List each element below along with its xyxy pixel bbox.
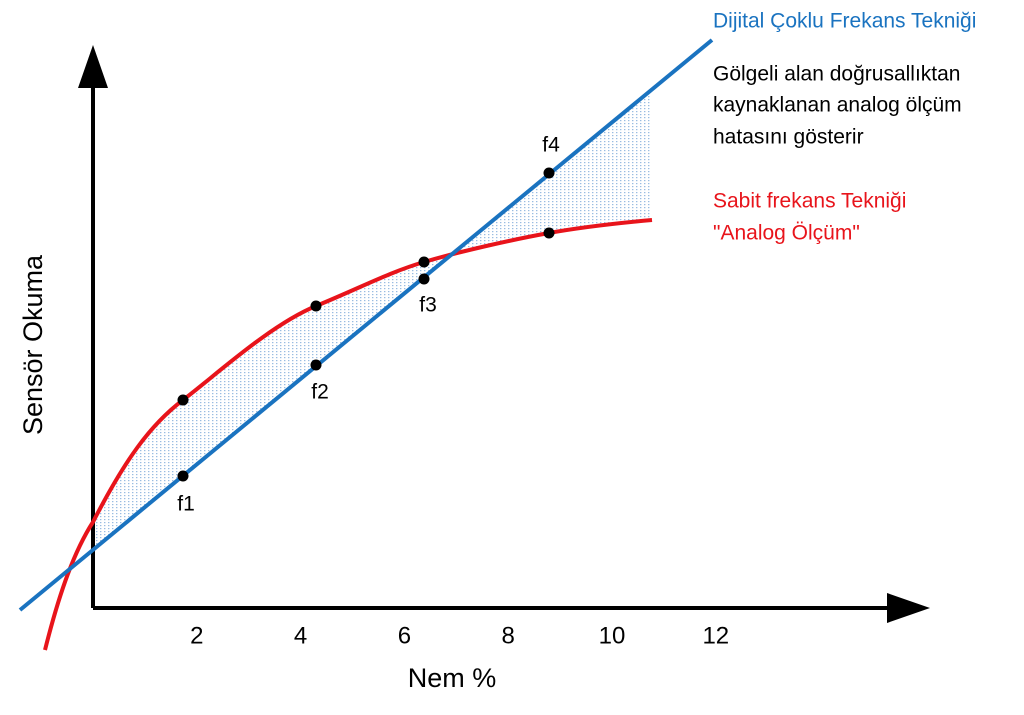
- digital-legend: Dijital Çoklu Frekans Tekniği: [713, 10, 976, 33]
- x-tick-label: 4: [294, 622, 307, 649]
- point-label: f3: [419, 294, 437, 317]
- y-axis-label: Sensör Okuma: [18, 254, 48, 435]
- dot: [543, 167, 555, 179]
- dot: [177, 394, 189, 406]
- point-label: f1: [177, 493, 195, 516]
- x-tick-label: 10: [599, 622, 626, 649]
- x-tick-label: 8: [502, 622, 515, 649]
- dot: [418, 256, 430, 268]
- analog-curve: [43, 218, 653, 651]
- dot: [418, 273, 430, 285]
- x-axis-arrow: [887, 593, 930, 623]
- dot: [543, 227, 555, 239]
- analog-legend: Sabit frekans Tekniği: [713, 190, 906, 213]
- digital-line: [18, 38, 714, 612]
- dot: [177, 470, 189, 482]
- note-line: kaynaklanan analog ölçüm: [713, 94, 962, 117]
- dot: [310, 359, 322, 371]
- x-tick-label: 2: [190, 622, 203, 649]
- x-axis-label: Nem %: [408, 663, 497, 693]
- y-axis-arrow: [78, 45, 108, 88]
- analog-legend: "Analog Ölçüm": [713, 222, 860, 245]
- x-tick-label: 6: [398, 622, 411, 649]
- point-label: f2: [311, 381, 329, 404]
- note-line: hatasını gösterir: [713, 126, 864, 149]
- note-line: Gölgeli alan doğrusallıktan: [713, 63, 961, 86]
- measurement-dots: [177, 167, 555, 482]
- x-tick-label: 12: [702, 622, 729, 649]
- point-label: f4: [542, 134, 560, 157]
- dot: [310, 300, 322, 312]
